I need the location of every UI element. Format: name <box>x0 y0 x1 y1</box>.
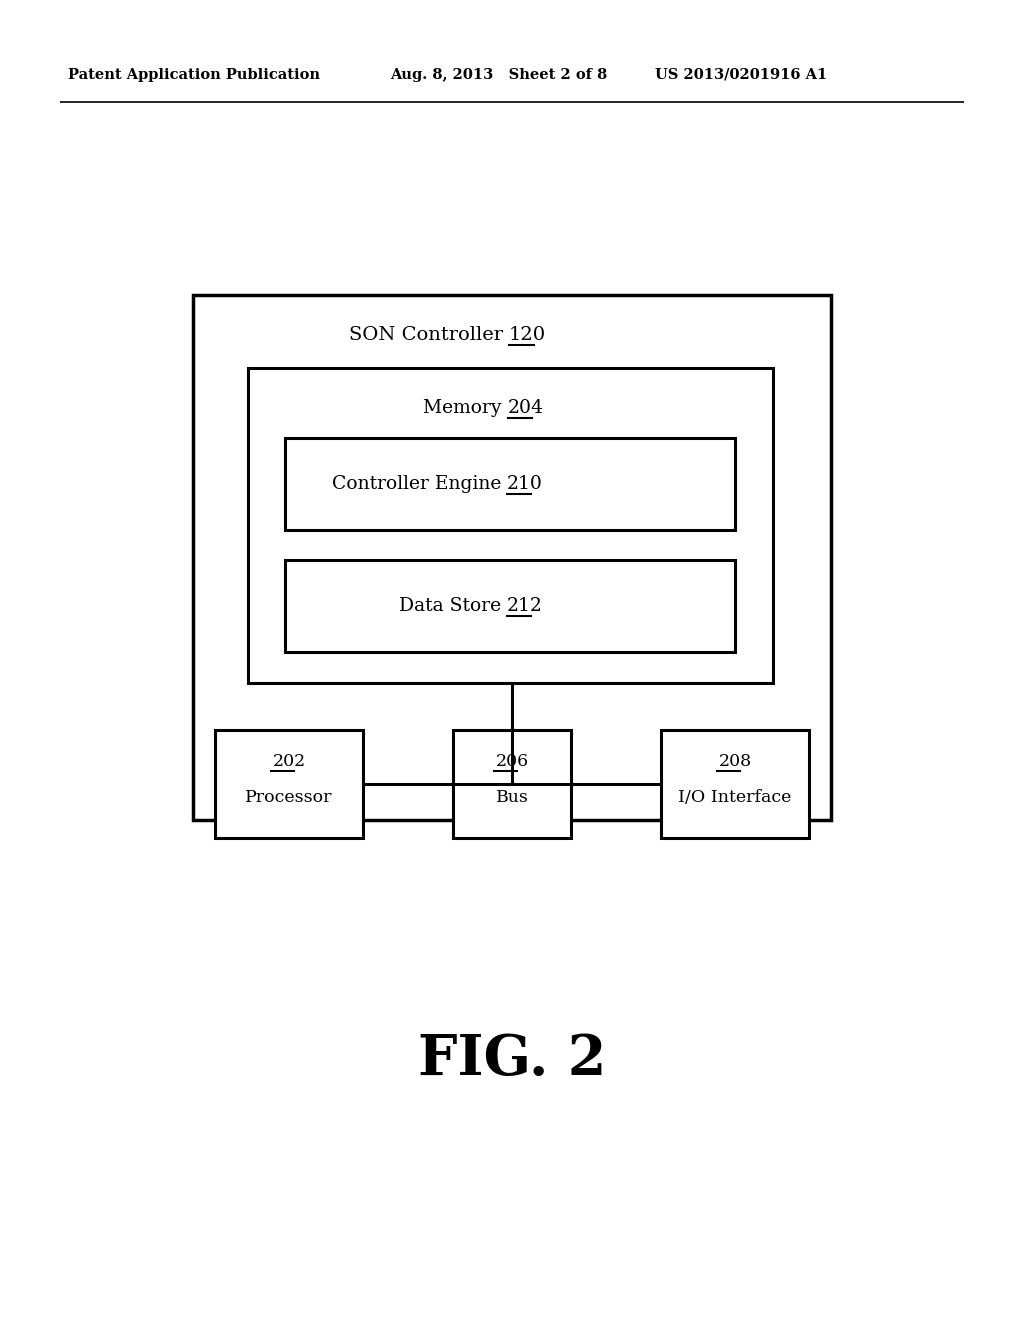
Bar <box>453 730 571 838</box>
Text: FIG. 2: FIG. 2 <box>418 1032 606 1088</box>
Text: I/O Interface: I/O Interface <box>678 789 792 807</box>
Text: SON Controller: SON Controller <box>349 326 509 345</box>
Text: Processor: Processor <box>246 789 333 807</box>
Text: 208: 208 <box>719 754 752 771</box>
Text: Bus: Bus <box>496 789 528 807</box>
Bar <box>285 438 735 531</box>
Text: 212: 212 <box>507 597 543 615</box>
Text: 210: 210 <box>507 475 543 492</box>
Bar <box>215 730 362 838</box>
Bar <box>248 368 773 682</box>
Text: 206: 206 <box>496 754 528 771</box>
Bar <box>193 294 831 820</box>
Text: 120: 120 <box>509 326 546 345</box>
Text: 204: 204 <box>508 399 544 417</box>
Text: 202: 202 <box>272 754 305 771</box>
Bar <box>662 730 809 838</box>
Text: Controller Engine: Controller Engine <box>332 475 507 492</box>
Text: US 2013/0201916 A1: US 2013/0201916 A1 <box>655 69 827 82</box>
Text: Patent Application Publication: Patent Application Publication <box>68 69 319 82</box>
Text: Data Store: Data Store <box>399 597 507 615</box>
Text: Memory: Memory <box>423 399 508 417</box>
Bar <box>285 560 735 652</box>
Text: Aug. 8, 2013   Sheet 2 of 8: Aug. 8, 2013 Sheet 2 of 8 <box>390 69 607 82</box>
